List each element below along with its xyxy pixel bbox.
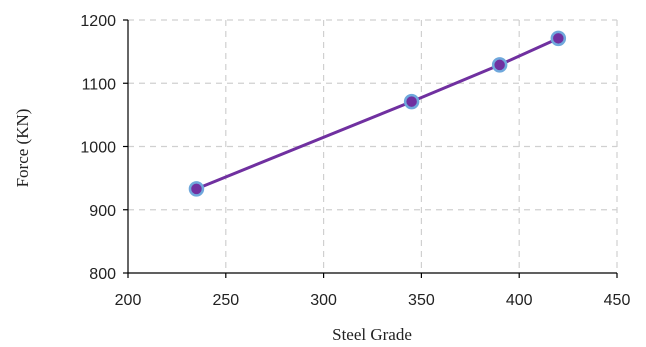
y-tick-label: 1100 xyxy=(82,76,117,93)
data-point xyxy=(491,57,508,73)
x-tick-label: 250 xyxy=(212,292,239,309)
data-point xyxy=(550,30,567,47)
plot-area xyxy=(123,19,618,278)
data-point xyxy=(403,93,420,110)
y-tick-label: 900 xyxy=(89,203,116,220)
x-axis-label: Steel Grade xyxy=(332,325,412,344)
series xyxy=(188,30,567,197)
x-tick-label: 400 xyxy=(506,292,533,309)
y-tick-label: 800 xyxy=(89,266,116,283)
x-tick-label: 300 xyxy=(310,292,337,309)
x-tick-label: 350 xyxy=(408,292,435,309)
x-tick-label: 450 xyxy=(604,292,631,309)
gridlines xyxy=(128,19,618,273)
y-tick-labels: 800 900 1000 1100 1200 xyxy=(80,13,116,283)
data-point xyxy=(188,181,205,197)
x-tick-labels: 200 250 300 350 400 450 xyxy=(115,292,631,309)
y-tick-label: 1000 xyxy=(80,140,116,157)
y-axis-label: Force (KN) xyxy=(13,109,32,188)
y-tick-label: 1200 xyxy=(80,13,116,30)
x-tick-label: 200 xyxy=(115,292,142,309)
series-line xyxy=(195,36,559,191)
